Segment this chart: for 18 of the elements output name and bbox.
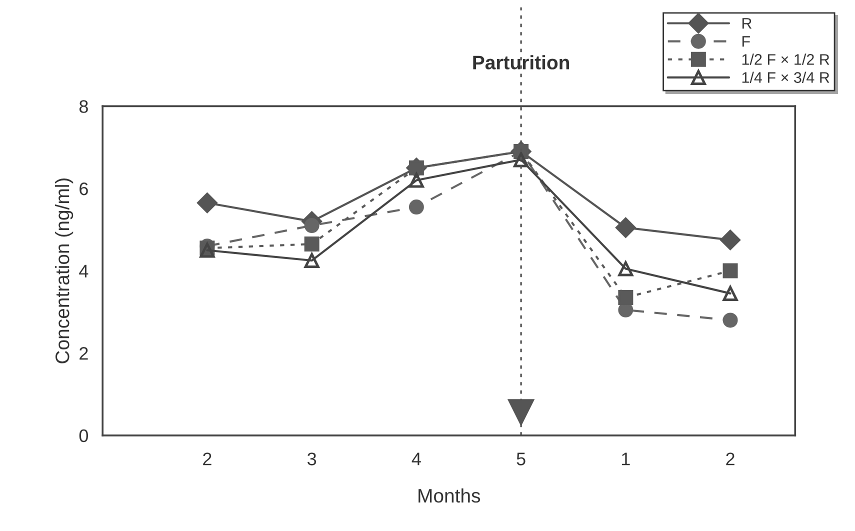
y-tick-label: 0 [79, 429, 88, 442]
x-tick-label: 2 [203, 452, 212, 466]
legend-label: 1/4 F × 3/4 R [742, 72, 830, 83]
x-tick-label: 1 [622, 452, 630, 466]
x-tick-label: 5 [516, 452, 526, 466]
x-tick-label: 2 [726, 452, 734, 466]
legend-label: F [742, 36, 750, 47]
legend-label: R [742, 18, 752, 29]
y-tick-label: 2 [80, 347, 88, 360]
legend-label: 1/2 F × 1/2 R [742, 54, 830, 65]
y-axis-title: Concentration (ng/ml) [54, 178, 74, 364]
y-tick-label: 8 [79, 100, 88, 113]
x-axis-title: Months [418, 488, 480, 503]
x-tick-label: 3 [308, 452, 316, 466]
x-tick-label: 4 [412, 452, 421, 466]
y-tick-label: 4 [79, 264, 88, 278]
ref-line-label: Parturition [473, 55, 570, 70]
y-tick-label: 6 [80, 182, 88, 196]
